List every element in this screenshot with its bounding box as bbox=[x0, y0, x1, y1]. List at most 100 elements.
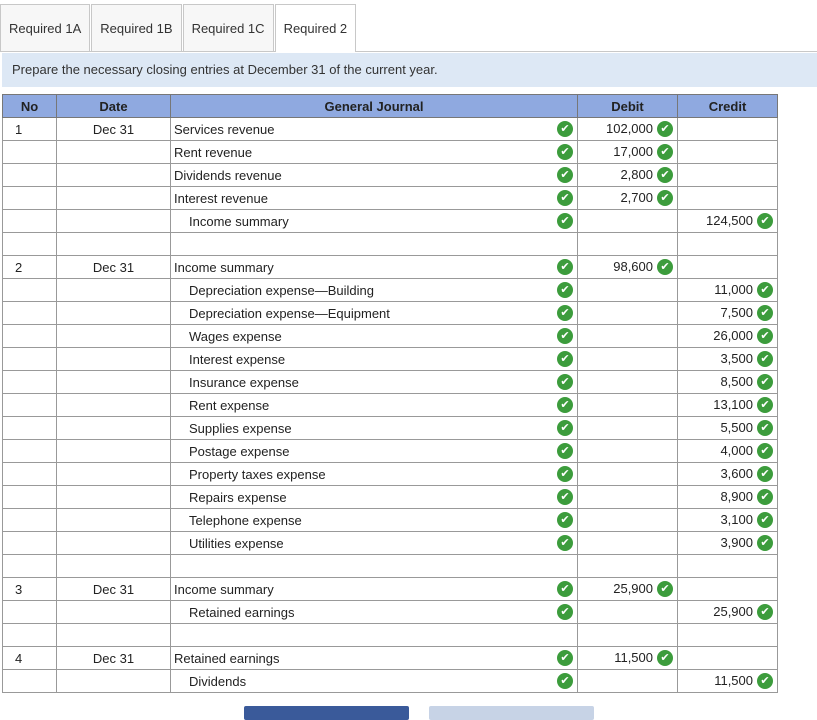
date-cell[interactable] bbox=[56, 370, 171, 394]
debit-cell[interactable]: 25,900 ✔ bbox=[577, 577, 678, 601]
credit-cell[interactable] bbox=[677, 623, 778, 647]
date-cell[interactable] bbox=[56, 462, 171, 486]
account-cell[interactable]: Property taxes expense ✔ bbox=[170, 462, 578, 486]
account-cell[interactable]: Income summary ✔ bbox=[170, 209, 578, 233]
account-cell[interactable]: Depreciation expense—Building ✔ bbox=[170, 278, 578, 302]
debit-cell[interactable] bbox=[577, 278, 678, 302]
tab-required-1b[interactable]: Required 1B bbox=[91, 4, 182, 51]
date-cell[interactable]: Dec 31 bbox=[56, 577, 171, 601]
account-cell[interactable]: Postage expense ✔ bbox=[170, 439, 578, 463]
credit-cell[interactable]: 11,500 ✔ bbox=[677, 669, 778, 693]
debit-cell[interactable] bbox=[577, 439, 678, 463]
date-cell[interactable] bbox=[56, 623, 171, 647]
credit-cell[interactable]: 11,000 ✔ bbox=[677, 278, 778, 302]
date-cell[interactable] bbox=[56, 416, 171, 440]
tab-required-1c[interactable]: Required 1C bbox=[182, 4, 274, 51]
credit-cell[interactable]: 7,500 ✔ bbox=[677, 301, 778, 325]
debit-cell[interactable] bbox=[577, 416, 678, 440]
date-cell[interactable] bbox=[56, 140, 171, 164]
account-cell[interactable]: Interest expense ✔ bbox=[170, 347, 578, 371]
account-cell[interactable]: Income summary ✔ bbox=[170, 255, 578, 279]
account-cell[interactable] bbox=[170, 232, 578, 256]
credit-cell[interactable] bbox=[677, 554, 778, 578]
date-cell[interactable] bbox=[56, 324, 171, 348]
account-cell[interactable]: Repairs expense ✔ bbox=[170, 485, 578, 509]
credit-cell[interactable]: 5,500 ✔ bbox=[677, 416, 778, 440]
debit-cell[interactable]: 2,800 ✔ bbox=[577, 163, 678, 187]
account-cell[interactable] bbox=[170, 623, 578, 647]
account-cell[interactable] bbox=[170, 554, 578, 578]
debit-cell[interactable] bbox=[577, 623, 678, 647]
date-cell[interactable]: Dec 31 bbox=[56, 117, 171, 141]
account-cell[interactable]: Interest revenue ✔ bbox=[170, 186, 578, 210]
account-cell[interactable]: Rent revenue ✔ bbox=[170, 140, 578, 164]
credit-cell[interactable] bbox=[677, 577, 778, 601]
date-cell[interactable] bbox=[56, 531, 171, 555]
account-cell[interactable]: Dividends ✔ bbox=[170, 669, 578, 693]
credit-cell[interactable]: 25,900 ✔ bbox=[677, 600, 778, 624]
date-cell[interactable] bbox=[56, 554, 171, 578]
account-cell[interactable]: Rent expense ✔ bbox=[170, 393, 578, 417]
account-cell[interactable]: Wages expense ✔ bbox=[170, 324, 578, 348]
date-cell[interactable] bbox=[56, 209, 171, 233]
credit-cell[interactable] bbox=[677, 117, 778, 141]
credit-cell[interactable]: 3,600 ✔ bbox=[677, 462, 778, 486]
next-required-button[interactable] bbox=[429, 706, 594, 720]
credit-cell[interactable]: 26,000 ✔ bbox=[677, 324, 778, 348]
account-cell[interactable]: Insurance expense ✔ bbox=[170, 370, 578, 394]
debit-cell[interactable] bbox=[577, 669, 678, 693]
debit-cell[interactable] bbox=[577, 508, 678, 532]
credit-cell[interactable] bbox=[677, 255, 778, 279]
credit-cell[interactable]: 3,100 ✔ bbox=[677, 508, 778, 532]
debit-cell[interactable] bbox=[577, 600, 678, 624]
debit-cell[interactable] bbox=[577, 347, 678, 371]
debit-cell[interactable] bbox=[577, 485, 678, 509]
account-cell[interactable]: Retained earnings ✔ bbox=[170, 600, 578, 624]
account-cell[interactable]: Supplies expense ✔ bbox=[170, 416, 578, 440]
credit-cell[interactable]: 8,500 ✔ bbox=[677, 370, 778, 394]
credit-cell[interactable]: 3,500 ✔ bbox=[677, 347, 778, 371]
prev-required-button[interactable] bbox=[244, 706, 409, 720]
date-cell[interactable] bbox=[56, 439, 171, 463]
date-cell[interactable] bbox=[56, 163, 171, 187]
date-cell[interactable] bbox=[56, 278, 171, 302]
debit-cell[interactable] bbox=[577, 370, 678, 394]
debit-cell[interactable] bbox=[577, 324, 678, 348]
account-cell[interactable]: Depreciation expense—Equipment ✔ bbox=[170, 301, 578, 325]
credit-cell[interactable] bbox=[677, 232, 778, 256]
account-cell[interactable]: Telephone expense ✔ bbox=[170, 508, 578, 532]
debit-cell[interactable] bbox=[577, 232, 678, 256]
debit-cell[interactable] bbox=[577, 531, 678, 555]
tab-required-1a[interactable]: Required 1A bbox=[0, 4, 91, 51]
date-cell[interactable] bbox=[56, 186, 171, 210]
credit-cell[interactable] bbox=[677, 163, 778, 187]
account-cell[interactable]: Services revenue ✔ bbox=[170, 117, 578, 141]
debit-cell[interactable] bbox=[577, 462, 678, 486]
date-cell[interactable] bbox=[56, 347, 171, 371]
account-cell[interactable]: Utilities expense ✔ bbox=[170, 531, 578, 555]
debit-cell[interactable]: 102,000 ✔ bbox=[577, 117, 678, 141]
debit-cell[interactable] bbox=[577, 393, 678, 417]
debit-cell[interactable] bbox=[577, 301, 678, 325]
date-cell[interactable]: Dec 31 bbox=[56, 255, 171, 279]
date-cell[interactable] bbox=[56, 393, 171, 417]
account-cell[interactable]: Retained earnings ✔ bbox=[170, 646, 578, 670]
date-cell[interactable] bbox=[56, 232, 171, 256]
date-cell[interactable] bbox=[56, 301, 171, 325]
debit-cell[interactable] bbox=[577, 209, 678, 233]
date-cell[interactable] bbox=[56, 485, 171, 509]
credit-cell[interactable]: 8,900 ✔ bbox=[677, 485, 778, 509]
date-cell[interactable] bbox=[56, 508, 171, 532]
date-cell[interactable] bbox=[56, 600, 171, 624]
date-cell[interactable] bbox=[56, 669, 171, 693]
tab-required-2[interactable]: Required 2 bbox=[274, 4, 357, 52]
credit-cell[interactable] bbox=[677, 186, 778, 210]
credit-cell[interactable]: 13,100 ✔ bbox=[677, 393, 778, 417]
credit-cell[interactable] bbox=[677, 646, 778, 670]
debit-cell[interactable]: 17,000 ✔ bbox=[577, 140, 678, 164]
debit-cell[interactable] bbox=[577, 554, 678, 578]
credit-cell[interactable]: 124,500 ✔ bbox=[677, 209, 778, 233]
credit-cell[interactable]: 4,000 ✔ bbox=[677, 439, 778, 463]
credit-cell[interactable]: 3,900 ✔ bbox=[677, 531, 778, 555]
date-cell[interactable]: Dec 31 bbox=[56, 646, 171, 670]
